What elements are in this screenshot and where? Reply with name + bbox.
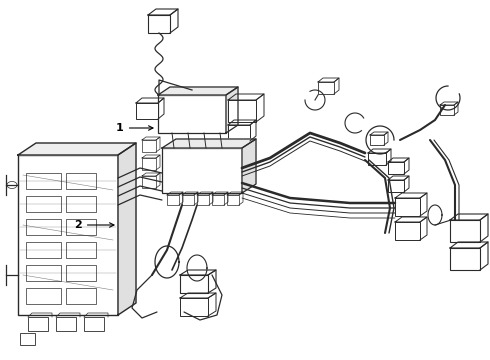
Bar (197, 195, 209, 205)
Bar (26, 242, 61, 258)
Bar (158, 95, 226, 133)
Bar (318, 82, 334, 94)
Bar (56, 317, 76, 331)
Bar (167, 195, 179, 205)
Bar (228, 100, 256, 122)
Bar (450, 248, 480, 270)
Bar (388, 162, 404, 174)
Polygon shape (226, 87, 238, 133)
Bar (20, 333, 35, 345)
Bar (440, 105, 454, 115)
Bar (66, 265, 96, 281)
Bar (142, 176, 156, 188)
Bar (395, 198, 420, 216)
Bar (227, 195, 239, 205)
Polygon shape (18, 143, 136, 155)
Bar (142, 158, 156, 170)
Bar (180, 298, 208, 316)
Bar (28, 317, 48, 331)
Polygon shape (118, 143, 136, 315)
Bar (26, 265, 61, 281)
Bar (26, 219, 61, 235)
Bar (66, 288, 96, 304)
Bar (212, 195, 224, 205)
Bar (142, 140, 156, 152)
Bar (368, 153, 386, 165)
Bar (136, 103, 158, 119)
Bar (66, 173, 96, 189)
Polygon shape (242, 139, 256, 193)
Bar (370, 135, 384, 145)
Bar (148, 15, 170, 33)
Bar (388, 180, 404, 192)
Polygon shape (162, 139, 256, 148)
Text: 2: 2 (74, 220, 114, 230)
Bar (162, 148, 242, 193)
Bar (26, 173, 61, 189)
Bar (26, 196, 61, 212)
Bar (66, 242, 96, 258)
Bar (84, 317, 104, 331)
Bar (450, 220, 480, 242)
Bar (66, 219, 96, 235)
Bar (26, 288, 61, 304)
Text: 1: 1 (116, 123, 153, 133)
Bar (66, 196, 96, 212)
Bar (182, 195, 194, 205)
Bar (395, 222, 420, 240)
Polygon shape (158, 87, 238, 95)
Bar (18, 155, 118, 315)
Bar (228, 125, 250, 141)
Bar (180, 275, 208, 293)
